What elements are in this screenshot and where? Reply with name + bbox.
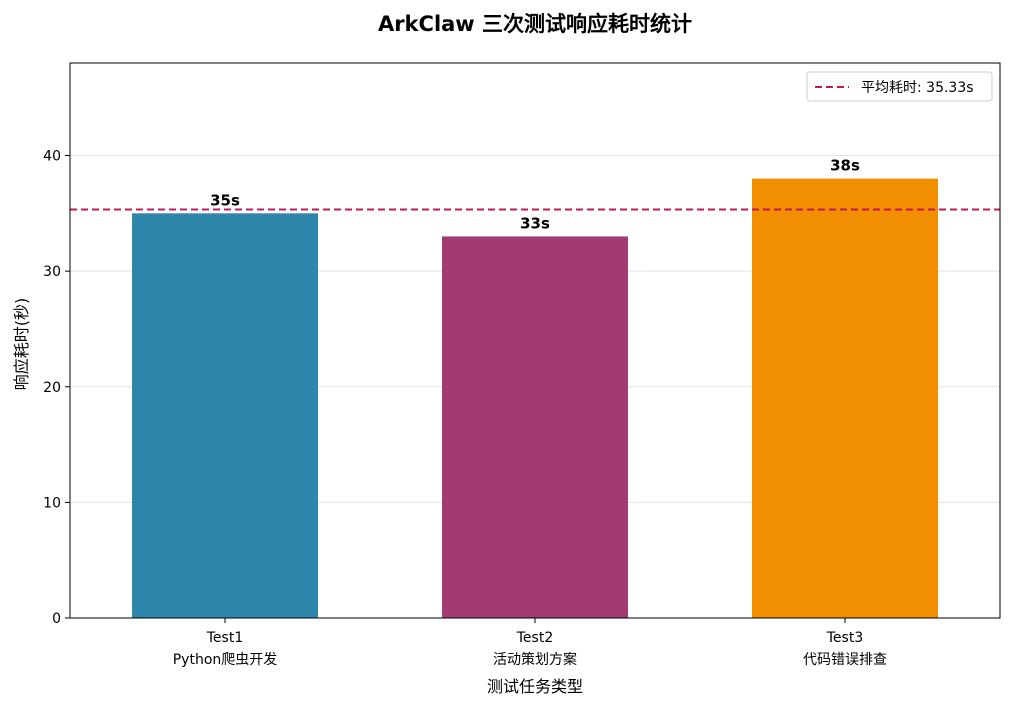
x-tick-label: Test1 [206,630,243,646]
bar-value-labels: 35s 33s 38s [210,157,860,233]
bar-value-label: 38s [830,157,860,175]
bar [442,236,628,618]
y-tick-label: 10 [43,495,61,511]
bars [132,178,938,618]
y-axis-ticks: 0 10 20 30 40 [43,149,70,627]
x-axis-label: 测试任务类型 [487,677,583,696]
bar [132,213,318,618]
y-tick-label: 30 [43,264,61,280]
y-tick-label: 0 [52,611,61,627]
chart-title: ArkClaw 三次测试响应耗时统计 [378,12,692,36]
y-tick-label: 20 [43,380,61,396]
bar [752,178,938,618]
x-tick-sublabel: 代码错误排查 [803,652,887,668]
bar-value-label: 35s [210,191,240,209]
x-tick-sublabel: 活动策划方案 [493,651,577,668]
x-tick-sublabel: Python爬虫开发 [173,652,278,668]
bar-value-label: 33s [520,214,550,232]
x-tick-label: Test2 [516,630,553,646]
legend: 平均耗时: 35.33s [806,71,993,102]
y-axis-label: 响应耗时(秒) [12,298,31,391]
y-tick-label: 40 [43,149,61,165]
legend-box [806,71,993,102]
x-tick-label: Test3 [826,630,863,646]
x-axis-ticks: Test1 Python爬虫开发 Test2 活动策划方案 Test3 代码错误排查 [173,618,887,668]
legend-label: 平均耗时: 35.33s [861,80,974,96]
